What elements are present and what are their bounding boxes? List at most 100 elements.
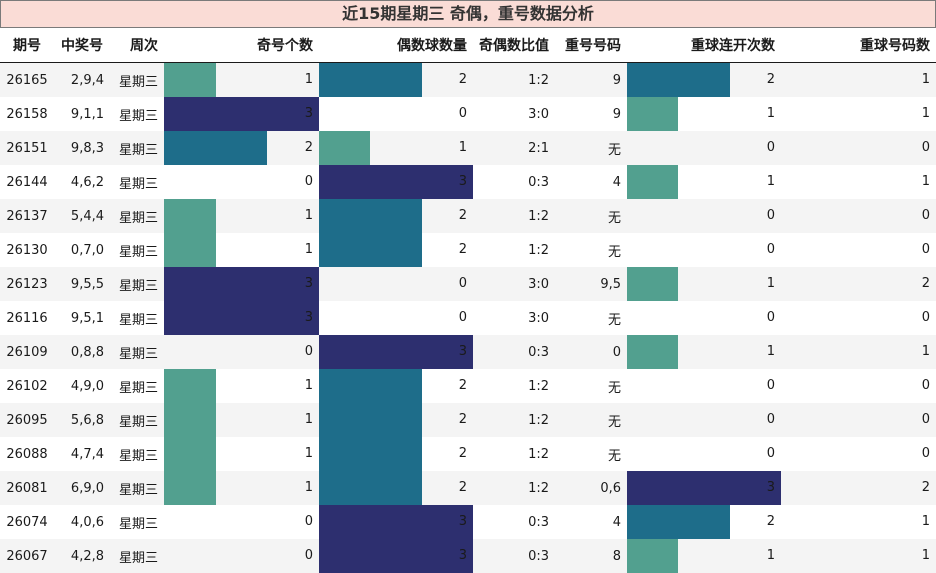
streak-cell: 0 <box>627 131 781 165</box>
odd-count-cell: 1 <box>164 471 319 505</box>
streak-value: 2 <box>766 72 775 87</box>
issue-cell: 26074 <box>6 514 48 530</box>
numbers-cell: 4,0,6 <box>70 514 104 530</box>
ratio-cell: 0:3 <box>528 514 549 530</box>
numbers-cell: 2,9,4 <box>54 62 110 97</box>
repeat-count-cell: 1 <box>781 505 936 539</box>
repeat-numbers-cell: 0 <box>555 335 627 369</box>
weekday-cell: 星期三 <box>110 403 164 437</box>
repeat-numbers-cell: 无 <box>555 199 627 233</box>
repeat-count-cell: 0 <box>781 437 936 471</box>
ratio-cell: 0:3 <box>528 174 549 190</box>
odd-count-value: 1 <box>304 480 313 495</box>
weekday-cell: 星期三 <box>110 62 164 97</box>
even-count-value: 2 <box>458 412 467 427</box>
header-ratio: 奇偶数比值 <box>473 28 555 63</box>
repeat-numbers-cell: 9,5 <box>555 267 627 301</box>
odd-count-cell: 1 <box>164 437 319 471</box>
repeat-count-value: 1 <box>921 174 930 189</box>
even-count-cell: 2 <box>319 199 473 233</box>
repeat-count-value: 2 <box>921 480 930 495</box>
numbers-cell: 9,5,1 <box>70 310 104 326</box>
ratio-cell: 1:2 <box>473 403 555 437</box>
numbers-cell: 9,5,5 <box>54 267 110 301</box>
numbers-cell: 4,7,4 <box>70 446 104 462</box>
ratio-cell: 2:1 <box>473 131 555 165</box>
odd-count-value: 0 <box>304 344 313 359</box>
odd-count-cell: 0 <box>164 165 319 199</box>
repeat-numbers-cell: 0,6 <box>555 471 627 505</box>
even-count-value: 0 <box>458 106 467 121</box>
streak-cell: 1 <box>627 267 781 301</box>
odd-count-bar <box>164 97 319 131</box>
streak-cell: 1 <box>627 165 781 199</box>
odd-count-bar <box>164 131 267 165</box>
ratio-cell: 3:0 <box>528 106 549 122</box>
even-count-value: 2 <box>458 378 467 393</box>
repeat-count-cell: 1 <box>781 62 936 97</box>
odd-count-value: 1 <box>304 412 313 427</box>
streak-value: 0 <box>766 378 775 393</box>
streak-cell: 0 <box>627 369 781 403</box>
even-count-bar <box>319 505 473 539</box>
streak-cell: 0 <box>627 437 781 471</box>
streak-cell: 0 <box>627 403 781 437</box>
issue-cell: 26067 <box>0 539 54 573</box>
table-row: 26074 4,0,6 星期三 0 3 0:3 4 2 1 <box>0 505 936 539</box>
ratio-cell: 0:3 <box>473 539 555 573</box>
issue-cell: 26102 <box>6 378 48 394</box>
repeat-numbers-cell: 4 <box>612 174 621 190</box>
even-count-cell: 2 <box>319 403 473 437</box>
odd-count-bar <box>164 63 216 97</box>
table-row: 26151 9,8,3 星期三 2 1 2:1 无 0 0 <box>0 131 936 165</box>
streak-value: 1 <box>766 174 775 189</box>
weekday-cell: 星期三 <box>110 539 164 573</box>
odd-count-value: 0 <box>304 514 313 529</box>
odd-count-value: 1 <box>304 446 313 461</box>
streak-bar <box>627 539 678 573</box>
even-count-cell: 3 <box>319 505 473 539</box>
odd-count-bar <box>164 403 216 437</box>
issue-cell: 26095 <box>0 403 54 437</box>
repeat-count-value: 0 <box>921 412 930 427</box>
table-row: 26116 9,5,1 星期三 3 0 3:0 无 0 0 <box>0 301 936 335</box>
streak-value: 1 <box>766 344 775 359</box>
odd-count-value: 1 <box>304 378 313 393</box>
odd-count-cell: 3 <box>164 301 319 335</box>
repeat-count-cell: 2 <box>781 471 936 505</box>
odd-count-bar <box>164 437 216 471</box>
even-count-bar <box>319 403 422 437</box>
odd-count-value: 2 <box>304 140 313 155</box>
odd-count-cell: 1 <box>164 62 319 97</box>
even-count-cell: 3 <box>319 335 473 369</box>
repeat-count-value: 1 <box>921 514 930 529</box>
ratio-cell: 0:3 <box>473 335 555 369</box>
even-count-cell: 2 <box>319 233 473 267</box>
even-count-bar <box>319 437 422 471</box>
even-count-value: 2 <box>458 446 467 461</box>
issue-cell: 26088 <box>6 446 48 462</box>
even-count-cell: 2 <box>319 62 473 97</box>
even-count-bar <box>319 199 422 233</box>
even-count-cell: 3 <box>319 539 473 573</box>
even-count-bar <box>319 539 473 573</box>
repeat-count-cell: 1 <box>781 335 936 369</box>
repeat-numbers-cell: 无 <box>607 380 621 396</box>
streak-bar <box>627 335 678 369</box>
streak-bar <box>627 471 781 505</box>
repeat-numbers-cell: 无 <box>607 244 621 260</box>
streak-value: 0 <box>766 242 775 257</box>
issue-cell: 26151 <box>0 131 54 165</box>
numbers-cell: 9,8,3 <box>54 131 110 165</box>
repeat-numbers-cell: 9 <box>555 62 627 97</box>
weekday-cell: 星期三 <box>118 176 158 192</box>
repeat-count-value: 1 <box>921 72 930 87</box>
streak-cell: 2 <box>627 505 781 539</box>
weekday-cell: 星期三 <box>110 267 164 301</box>
header-repeat-count: 重球号码数 <box>781 28 936 63</box>
even-count-cell: 3 <box>319 165 473 199</box>
weekday-cell: 星期三 <box>118 108 158 124</box>
streak-value: 0 <box>766 310 775 325</box>
weekday-cell: 星期三 <box>110 335 164 369</box>
table-row: 26137 5,4,4 星期三 1 2 1:2 无 0 0 <box>0 199 936 233</box>
